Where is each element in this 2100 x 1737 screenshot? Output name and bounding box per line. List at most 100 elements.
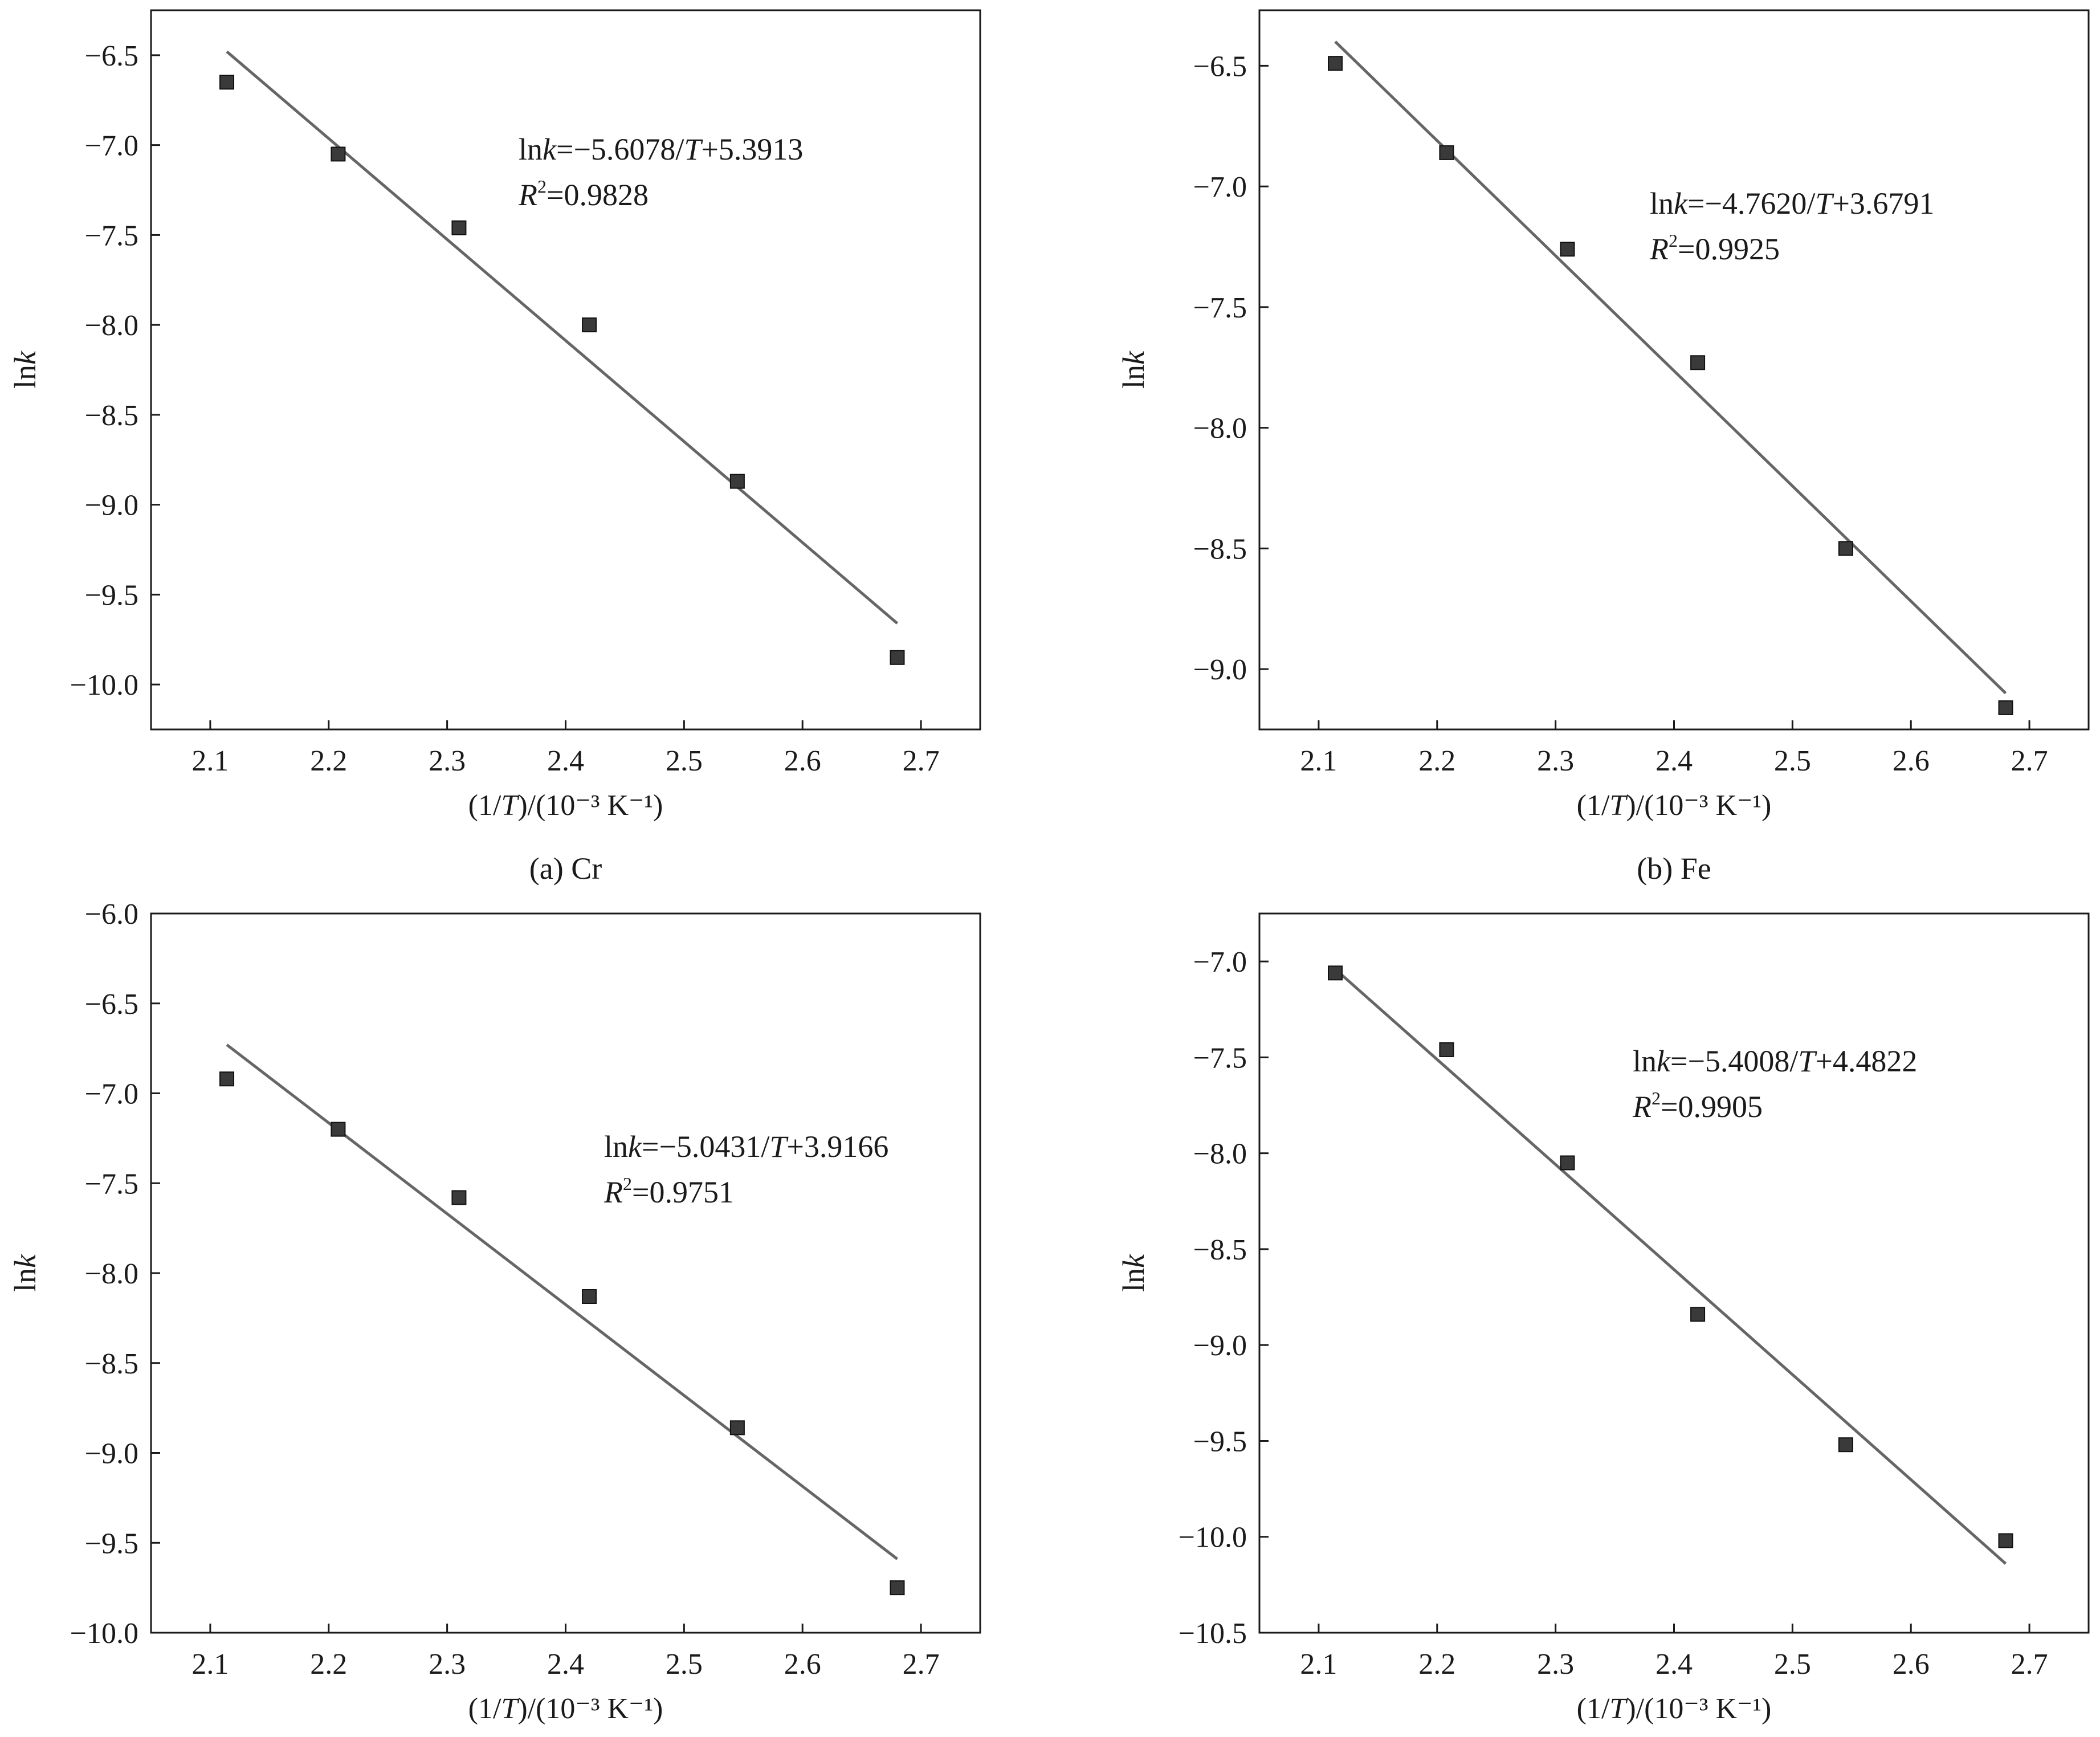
- x-tick-label: 2.3: [429, 1648, 466, 1681]
- data-point: [331, 1122, 346, 1137]
- y-tick-label: −8.5: [85, 1348, 138, 1380]
- data-point: [890, 650, 905, 665]
- y-tick-label: −7.5: [85, 219, 138, 252]
- y-tick-label: −9.0: [85, 490, 138, 522]
- x-axis-label: (1/T)/(10⁻³ K⁻¹): [468, 1693, 663, 1725]
- chart-c-al: 2.1 2.2 2.3 2.4 2.5 2.6 2.7 −10.0 −9.5 −9.0 −8.5 −8…: [8, 898, 981, 1725]
- y-tick-label: −9.5: [85, 579, 138, 611]
- data-point: [1690, 355, 1706, 370]
- data-point: [451, 220, 467, 235]
- fit-line: [226, 1043, 899, 1560]
- x-tick-label: 2.7: [903, 1648, 940, 1681]
- y-tick-label: −10.0: [1179, 1522, 1247, 1554]
- y-tick-label: −7.5: [1193, 292, 1247, 324]
- y-tick-label: −6.5: [85, 40, 138, 72]
- data-point: [729, 474, 745, 489]
- data-point: [1838, 541, 1853, 556]
- data-point: [1328, 965, 1343, 981]
- x-tick-label: 2.1: [1300, 745, 1337, 777]
- chart-b-fe: 2.1 2.2 2.3 2.4 2.5 2.6 2.7 −9.0 −8.5 −8.0 −7.5 −7.…: [1116, 9, 2090, 886]
- y-tick-label: −9.5: [85, 1527, 138, 1560]
- plot-frame: [1258, 912, 2090, 1634]
- x-tick-label: 2.4: [1655, 745, 1693, 777]
- y-tick-label: −8.0: [1193, 413, 1247, 445]
- x-tick-label: 2.5: [666, 745, 703, 777]
- x-tick-label: 2.3: [1537, 1648, 1574, 1681]
- y-tick-label: −7.5: [1193, 1042, 1247, 1074]
- fit-line: [1334, 968, 2007, 1565]
- x-tick-label: 2.2: [1418, 745, 1455, 777]
- y-tick-label: −9.0: [1193, 1330, 1247, 1362]
- y-axis-label: lnk: [8, 350, 42, 389]
- x-tick-label: 2.5: [1774, 745, 1811, 777]
- data-point: [1998, 1533, 2013, 1548]
- y-tick-label: −10.0: [70, 1617, 138, 1650]
- x-tick-label: 2.1: [191, 1648, 229, 1681]
- y-tick-label: −10.5: [1179, 1617, 1247, 1650]
- y-tick-label: −9.0: [1193, 654, 1247, 686]
- data-point: [1560, 242, 1575, 257]
- data-point: [1838, 1437, 1853, 1453]
- y-tick-label: −8.0: [1193, 1138, 1247, 1171]
- panel-caption: (b) Fe: [1637, 851, 1711, 886]
- data-point: [729, 1420, 745, 1436]
- x-tick-label: 2.6: [784, 745, 821, 777]
- x-tick-label: 2.3: [1537, 745, 1574, 777]
- x-tick-label: 2.1: [191, 745, 229, 777]
- chart-d-mg: 2.1 2.2 2.3 2.4 2.5 2.6 2.7 −10.5 −10.0 −9.5 −9.0 −…: [1116, 912, 2090, 1725]
- plot-frame: [150, 912, 981, 1634]
- data-point: [1439, 145, 1454, 160]
- fit-equation: lnk=−5.6078/T+5.3913: [519, 132, 803, 166]
- y-tick-label: −7.0: [85, 1078, 138, 1111]
- x-tick-label: 2.7: [2011, 1648, 2048, 1681]
- x-tick-label: 2.4: [547, 745, 584, 777]
- x-tick-label: 2.5: [666, 1648, 703, 1681]
- r-squared: R2=0.9828: [518, 176, 649, 212]
- x-axis-label: (1/T)/(10⁻³ K⁻¹): [1577, 789, 1772, 822]
- r-squared: R2=0.9905: [1632, 1088, 1763, 1124]
- x-tick-label: 2.4: [1655, 1648, 1693, 1681]
- y-tick-label: −6.5: [1193, 50, 1247, 83]
- fit-equation: lnk=−5.4008/T+4.4822: [1633, 1044, 1917, 1078]
- x-tick-label: 2.2: [1418, 1648, 1455, 1681]
- x-tick-label: 2.6: [1893, 1648, 1930, 1681]
- y-tick-label: −7.0: [1193, 171, 1247, 203]
- fit-equation: lnk=−4.7620/T+3.6791: [1650, 186, 1934, 221]
- panel-c-al: 2.1 2.2 2.3 2.4 2.5 2.6 2.7 −10.0 −9.5 −9.0 −8.5 −8…: [0, 898, 992, 1737]
- data-point: [1439, 1042, 1454, 1057]
- data-point: [451, 1190, 467, 1205]
- x-tick-label: 2.2: [310, 1648, 347, 1681]
- x-tick-label: 2.7: [2011, 745, 2048, 777]
- x-tick-label: 2.1: [1300, 1648, 1337, 1681]
- fit-equation: lnk=−5.0431/T+3.9166: [604, 1130, 888, 1164]
- y-tick-label: −8.5: [85, 399, 138, 432]
- fit-line: [1334, 40, 2007, 695]
- data-point: [1690, 1307, 1706, 1322]
- y-tick-label: −7.5: [85, 1168, 138, 1200]
- data-point: [582, 1289, 597, 1304]
- data-point: [331, 146, 346, 162]
- x-tick-label: 2.3: [429, 745, 466, 777]
- y-tick-label: −8.0: [85, 309, 138, 342]
- x-axis-label: (1/T)/(10⁻³ K⁻¹): [468, 789, 663, 822]
- r-squared: R2=0.9751: [604, 1173, 734, 1209]
- y-axis-label: lnk: [1116, 350, 1151, 389]
- y-tick-label: −9.0: [85, 1438, 138, 1470]
- panel-caption: (a) Cr: [529, 851, 602, 886]
- data-point: [1328, 56, 1343, 71]
- plot-frame: [150, 9, 981, 731]
- y-tick-label: −6.5: [85, 988, 138, 1021]
- x-tick-label: 2.4: [547, 1648, 584, 1681]
- data-point: [1560, 1155, 1575, 1171]
- y-tick-label: −8.5: [1193, 1234, 1247, 1266]
- x-tick-label: 2.7: [903, 745, 940, 777]
- y-tick-label: −7.0: [1193, 946, 1247, 978]
- data-point: [219, 75, 235, 90]
- y-tick-label: −7.0: [85, 130, 138, 162]
- data-point: [219, 1071, 235, 1087]
- r-squared: R2=0.9925: [1649, 230, 1780, 266]
- y-tick-label: −9.5: [1193, 1425, 1247, 1458]
- y-tick-label: −6.0: [85, 898, 138, 931]
- chart-a-cr: 2.1 2.2 2.3 2.4 2.5 2.6 2.7 −10.0 −9.5 −9.0 −8.5 −8…: [8, 9, 981, 886]
